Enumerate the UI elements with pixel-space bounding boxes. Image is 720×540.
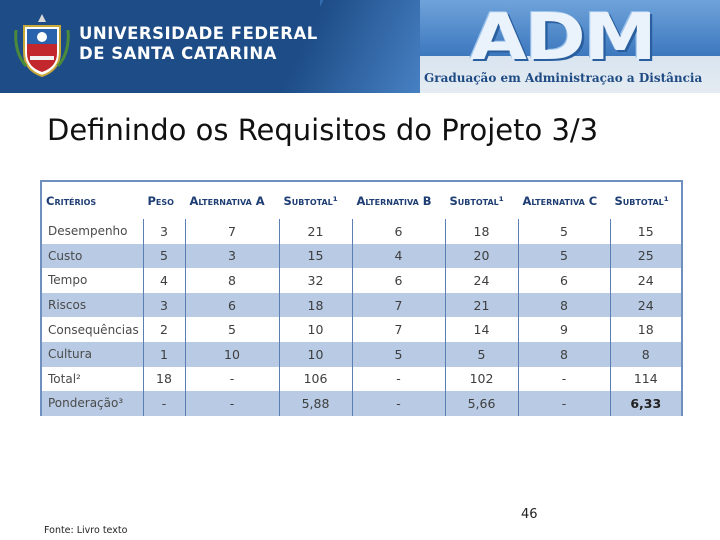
table-cell: 15 bbox=[279, 243, 353, 269]
table-cell: 8 bbox=[518, 341, 611, 367]
table-cell: 18 bbox=[143, 366, 186, 392]
table-header-cell: Subtotal¹ bbox=[279, 182, 353, 219]
table-header-cell: Critérios bbox=[42, 182, 144, 219]
table-cell: 14 bbox=[445, 317, 519, 342]
table-header-cell: Peso bbox=[143, 182, 186, 219]
table-cell: - bbox=[185, 366, 280, 392]
table-row: Tempo 4 8 32 6 24 6 24 bbox=[42, 268, 681, 293]
table-cell: 5 bbox=[352, 341, 446, 367]
program-subtitle: Graduação em Administraçao a Distância bbox=[424, 71, 703, 85]
table-cell: 1 bbox=[143, 341, 186, 367]
table-cell: 18 bbox=[279, 292, 353, 318]
table-cell: 25 bbox=[610, 243, 681, 269]
table-row: Cultura 1 10 10 5 5 8 8 bbox=[42, 341, 681, 367]
table-cell: 2 bbox=[143, 317, 186, 342]
table-cell: 5 bbox=[518, 243, 611, 269]
table-cell: 5,66 bbox=[445, 391, 519, 416]
university-crest-icon bbox=[14, 14, 70, 78]
criterion-cell: Riscos bbox=[42, 292, 144, 318]
table-cell: - bbox=[518, 391, 611, 416]
table-cell: 6,33 bbox=[610, 391, 681, 416]
criterion-cell: Total² bbox=[42, 366, 144, 392]
table-cell: - bbox=[143, 391, 186, 416]
table-cell: 24 bbox=[445, 268, 519, 293]
table-cell: 32 bbox=[279, 268, 353, 293]
table-cell: - bbox=[185, 391, 280, 416]
criterion-cell: Desempenho bbox=[42, 219, 144, 244]
table-cell: 3 bbox=[143, 219, 186, 244]
table-header-cell: Alternativa C bbox=[518, 182, 611, 219]
table-cell: 24 bbox=[610, 292, 681, 318]
university-name-line2: DE SANTA CATARINA bbox=[79, 44, 277, 63]
table-cell: - bbox=[352, 366, 446, 392]
table-cell: 106 bbox=[279, 366, 353, 392]
adm-logo: ADM bbox=[470, 1, 657, 75]
table-cell: 5 bbox=[185, 317, 280, 342]
table-cell: 3 bbox=[185, 243, 280, 269]
table-cell: 6 bbox=[352, 219, 446, 244]
criterion-cell: Tempo bbox=[42, 268, 144, 293]
table-cell: 6 bbox=[352, 268, 446, 293]
table-cell: 3 bbox=[143, 292, 186, 318]
table-cell: 6 bbox=[185, 292, 280, 318]
table-row: Riscos 3 6 18 7 21 8 24 bbox=[42, 292, 681, 318]
table-cell: 5 bbox=[143, 243, 186, 269]
table-cell: 20 bbox=[445, 243, 519, 269]
criteria-table-container: Critérios Peso Alternativa A Subtotal¹ Alter… bbox=[40, 180, 683, 416]
criterion-cell: Consequências bbox=[42, 317, 144, 342]
table-header-cell: Alternativa A bbox=[185, 182, 280, 219]
university-name-line1: UNIVERSIDADE FEDERAL bbox=[79, 24, 318, 43]
table-cell: 8 bbox=[185, 268, 280, 293]
table-row: Desempenho 3 7 21 6 18 5 15 bbox=[42, 219, 681, 244]
criterion-cell: Ponderação³ bbox=[42, 391, 144, 416]
table-row: Total² 18-106-102-114 bbox=[42, 366, 681, 392]
university-name: UNIVERSIDADE FEDERAL DE SANTA CATARINA bbox=[79, 24, 318, 64]
criterion-cell: Custo bbox=[42, 243, 144, 269]
criterion-cell: Cultura bbox=[42, 341, 144, 367]
table-cell: 24 bbox=[610, 268, 681, 293]
table-cell: 9 bbox=[518, 317, 611, 342]
table-cell: 4 bbox=[352, 243, 446, 269]
table-cell: 15 bbox=[610, 219, 681, 244]
page-number: 46 bbox=[521, 507, 538, 522]
table-cell: 7 bbox=[352, 317, 446, 342]
table-cell: 10 bbox=[279, 317, 353, 342]
table-cell: 18 bbox=[610, 317, 681, 342]
table-cell: 8 bbox=[518, 292, 611, 318]
header-banner: UNIVERSIDADE FEDERAL DE SANTA CATARINA A… bbox=[0, 0, 720, 93]
table-header-cell: Subtotal¹ bbox=[445, 182, 519, 219]
table-cell: 4 bbox=[143, 268, 186, 293]
banner-light-panel bbox=[420, 0, 720, 93]
table-cell: 5 bbox=[445, 341, 519, 367]
table-cell: 114 bbox=[610, 366, 681, 392]
table-header-cell: Subtotal¹ bbox=[610, 182, 681, 219]
table-row: Custo 5 3 15 4 20 5 25 bbox=[42, 243, 681, 269]
table-cell: 21 bbox=[445, 292, 519, 318]
table-row: Consequências 2 5 10 7 14 9 18 bbox=[42, 317, 681, 342]
table-cell: 5,88 bbox=[279, 391, 353, 416]
table-cell: - bbox=[518, 366, 611, 392]
table-cell: - bbox=[352, 391, 446, 416]
table-header-cell: Alternativa B bbox=[352, 182, 446, 219]
table-row: Ponderação³ - -5,88-5,66-6,33 bbox=[42, 391, 681, 416]
table-cell: 5 bbox=[518, 219, 611, 244]
table-cell: 102 bbox=[445, 366, 519, 392]
table-cell: 10 bbox=[279, 341, 353, 367]
criteria-table: Critérios Peso Alternativa A Subtotal¹ Alter… bbox=[42, 182, 681, 416]
table-cell: 7 bbox=[352, 292, 446, 318]
table-cell: 7 bbox=[185, 219, 280, 244]
table-cell: 21 bbox=[279, 219, 353, 244]
table-cell: 18 bbox=[445, 219, 519, 244]
slide-title: Definindo os Requisitos do Projeto 3/3 bbox=[47, 113, 599, 147]
table-header-row: Critérios Peso Alternativa A Subtotal¹ Alter… bbox=[42, 182, 681, 219]
source-note: Fonte: Livro texto bbox=[44, 525, 128, 536]
table-cell: 6 bbox=[518, 268, 611, 293]
table-cell: 8 bbox=[610, 341, 681, 367]
table-cell: 10 bbox=[185, 341, 280, 367]
